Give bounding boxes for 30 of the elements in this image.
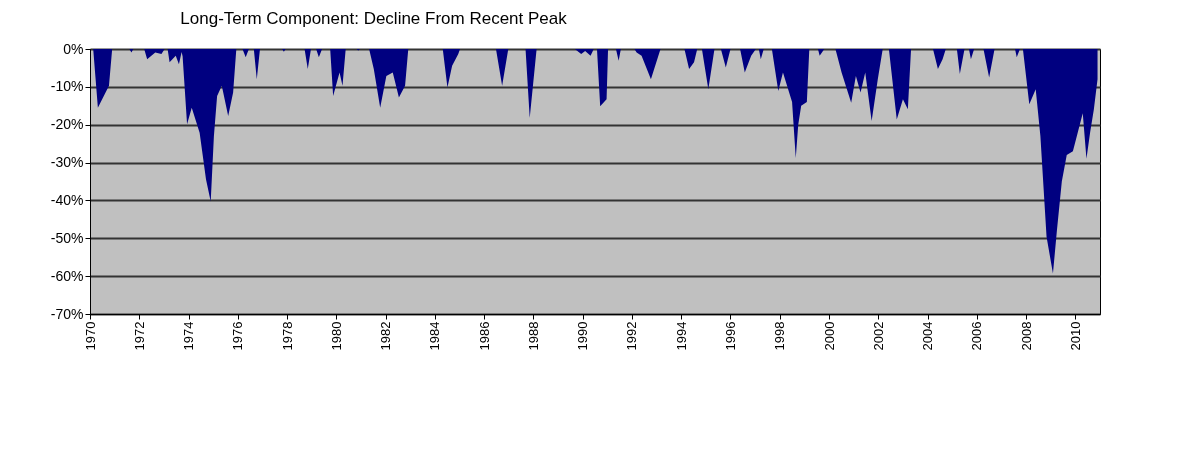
x-tick-label: 2004 — [920, 321, 936, 351]
x-tick-label: 1982 — [378, 321, 394, 351]
x-tick-label: 1984 — [427, 321, 443, 351]
x-tick-label: 1970 — [82, 321, 98, 351]
x-tick-label: 1992 — [624, 321, 640, 351]
x-tick-label: 1978 — [279, 321, 295, 351]
x-tick-label: 1998 — [772, 321, 788, 351]
y-tick-label: -70% — [50, 305, 84, 322]
x-tick-label: 1976 — [230, 321, 246, 351]
y-tick-label: -20% — [50, 116, 84, 133]
x-tick-label: 2002 — [870, 321, 886, 351]
x-tick-label: 1988 — [525, 321, 541, 351]
x-tick-label: 1990 — [575, 321, 591, 351]
x-tick-label: 1986 — [476, 321, 492, 351]
x-tick-label: 2010 — [1067, 321, 1083, 351]
x-tick-label: 2008 — [1018, 321, 1034, 351]
x-tick-label: 1996 — [722, 321, 738, 351]
y-tick-label: -50% — [50, 229, 84, 246]
y-tick-label: -40% — [50, 191, 84, 208]
y-tick-label: -30% — [50, 154, 84, 171]
y-tick-label: -10% — [50, 78, 84, 95]
x-tick-label: 1994 — [673, 321, 689, 351]
chart-title: Long-Term Component: Decline From Recent Peak — [180, 9, 568, 28]
x-tick-label: 1972 — [131, 321, 147, 351]
x-tick-label: 1980 — [328, 321, 344, 351]
y-tick-label: -60% — [50, 267, 84, 284]
x-tick-label: 1974 — [181, 321, 197, 351]
x-tick-label: 2000 — [821, 321, 837, 351]
x-tick-label: 2006 — [969, 321, 985, 351]
y-tick-label: 0% — [63, 40, 84, 57]
